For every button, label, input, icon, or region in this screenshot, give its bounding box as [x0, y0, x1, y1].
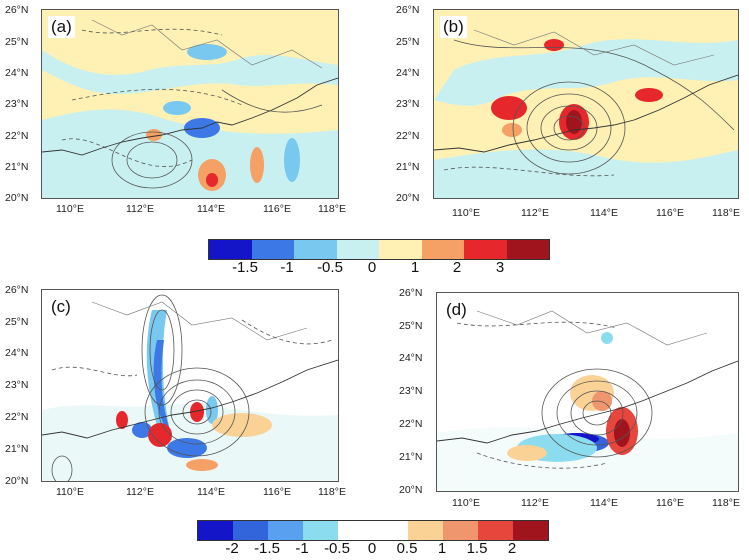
map-panel-c: (c)	[41, 289, 339, 482]
colorbar-bottom-swatch	[338, 521, 373, 540]
panel-label-b: (b)	[440, 16, 467, 38]
colorbar-top-swatch	[421, 240, 464, 259]
colorbar-bottom-swatch	[268, 521, 303, 540]
field-b	[434, 29, 738, 198]
colorbar-bottom-swatch	[233, 521, 268, 540]
colorbar-bottom-swatch	[513, 521, 548, 540]
colorbar-top-swatch	[251, 240, 294, 259]
colorbar-bottom-swatch	[198, 521, 233, 540]
colorbar-bottom	[197, 520, 549, 541]
map-panel-d: (d)	[436, 292, 739, 492]
colorbar-top-swatch	[209, 240, 252, 259]
colorbar-bottom-swatch	[373, 521, 408, 540]
colorbar-bottom-swatch	[408, 521, 443, 540]
panel-label-d: (d)	[443, 299, 470, 321]
map-panel-a: (a)	[41, 9, 339, 199]
colorbar-bottom-swatch	[443, 521, 478, 540]
colorbar-bottom-swatch	[478, 521, 513, 540]
field-a	[42, 19, 338, 198]
colorbar-top-swatch	[294, 240, 337, 259]
colorbar-top-swatch	[506, 240, 549, 259]
map-panel-b: (b)	[433, 9, 739, 199]
field-d	[437, 310, 738, 491]
panel-label-a: (a)	[48, 16, 75, 38]
colorbar-top-swatch	[379, 240, 422, 259]
colorbar-top-swatch	[464, 240, 507, 259]
panel-label-c: (c)	[48, 296, 74, 318]
colorbar-bottom-swatch	[303, 521, 338, 540]
colorbar-top	[208, 239, 550, 260]
colorbar-top-swatch	[336, 240, 379, 259]
field-c	[42, 294, 338, 481]
